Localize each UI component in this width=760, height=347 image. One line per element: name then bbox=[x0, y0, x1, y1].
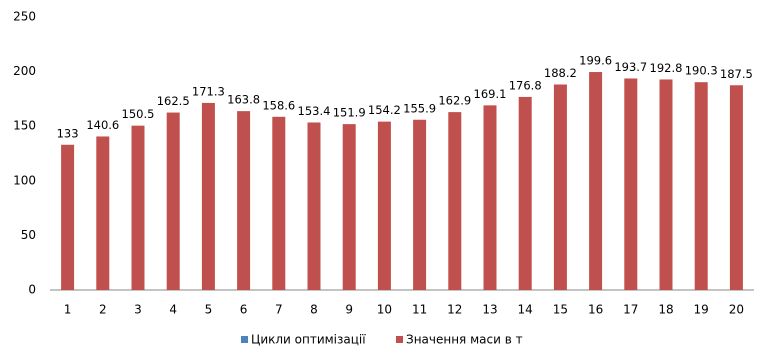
bar bbox=[589, 72, 603, 290]
x-tick-label: 5 bbox=[205, 303, 213, 317]
legend-label: Значення маси в т bbox=[406, 333, 523, 347]
x-tick-label: 12 bbox=[447, 303, 462, 317]
y-tick-label: 250 bbox=[13, 10, 36, 24]
data-label: 155.9 bbox=[403, 101, 436, 115]
data-label: 190.3 bbox=[685, 64, 718, 78]
x-tick-label: 17 bbox=[623, 303, 638, 317]
y-tick-label: 100 bbox=[13, 173, 36, 187]
bar bbox=[307, 122, 321, 290]
data-label: 153.4 bbox=[298, 104, 331, 118]
bar bbox=[166, 112, 180, 290]
data-label: 187.5 bbox=[720, 67, 753, 81]
data-label: 154.2 bbox=[368, 103, 401, 117]
x-tick-label: 14 bbox=[518, 303, 533, 317]
data-label: 171.3 bbox=[192, 84, 225, 98]
x-tick-label: 15 bbox=[553, 303, 568, 317]
data-label: 150.5 bbox=[122, 107, 155, 121]
x-tick-label: 20 bbox=[729, 303, 744, 317]
bar bbox=[96, 136, 110, 290]
x-tick-label: 9 bbox=[345, 303, 353, 317]
data-label: 169.1 bbox=[474, 87, 507, 101]
data-label: 192.8 bbox=[650, 61, 683, 75]
data-label: 176.8 bbox=[509, 78, 542, 92]
y-tick-label: 0 bbox=[28, 283, 36, 297]
data-label: 140.6 bbox=[86, 118, 119, 132]
bar bbox=[659, 79, 673, 290]
x-tick-label: 10 bbox=[377, 303, 392, 317]
bar bbox=[553, 84, 567, 291]
x-tick-label: 11 bbox=[412, 303, 427, 317]
x-tick-label: 13 bbox=[482, 303, 497, 317]
data-label: 158.6 bbox=[262, 98, 295, 112]
x-tick-label: 19 bbox=[694, 303, 709, 317]
bar bbox=[694, 82, 708, 290]
legend-label: Цикли оптимізації bbox=[251, 333, 366, 347]
bar bbox=[729, 85, 743, 290]
data-label: 188.2 bbox=[544, 66, 577, 80]
bar bbox=[624, 78, 638, 290]
bar bbox=[377, 121, 391, 290]
x-tick-label: 18 bbox=[658, 303, 673, 317]
legend-swatch bbox=[396, 336, 403, 343]
bar bbox=[272, 116, 286, 290]
bar bbox=[518, 96, 532, 290]
bar bbox=[448, 112, 462, 291]
x-tick-label: 7 bbox=[275, 303, 283, 317]
y-tick-label: 200 bbox=[13, 64, 36, 78]
bar bbox=[342, 124, 356, 290]
data-label: 151.9 bbox=[333, 106, 366, 120]
y-tick-label: 50 bbox=[21, 228, 36, 242]
data-label: 199.6 bbox=[579, 54, 612, 68]
x-tick-label: 1 bbox=[64, 303, 72, 317]
x-tick-label: 3 bbox=[134, 303, 142, 317]
x-tick-label: 16 bbox=[588, 303, 603, 317]
bar bbox=[237, 111, 251, 290]
data-label: 163.8 bbox=[227, 93, 260, 107]
data-label: 162.9 bbox=[438, 94, 471, 108]
bar bbox=[413, 119, 427, 290]
x-tick-label: 8 bbox=[310, 303, 318, 317]
x-tick-label: 4 bbox=[169, 303, 177, 317]
y-tick-label: 150 bbox=[13, 119, 36, 133]
x-tick-label: 6 bbox=[240, 303, 248, 317]
bar bbox=[61, 144, 75, 290]
data-label: 133 bbox=[57, 126, 79, 140]
bar bbox=[483, 105, 497, 290]
data-label: 193.7 bbox=[614, 60, 647, 74]
legend-swatch bbox=[241, 336, 248, 343]
bar bbox=[131, 125, 145, 291]
x-tick-label: 2 bbox=[99, 303, 107, 317]
data-label: 162.5 bbox=[157, 94, 190, 108]
bar bbox=[201, 102, 215, 290]
